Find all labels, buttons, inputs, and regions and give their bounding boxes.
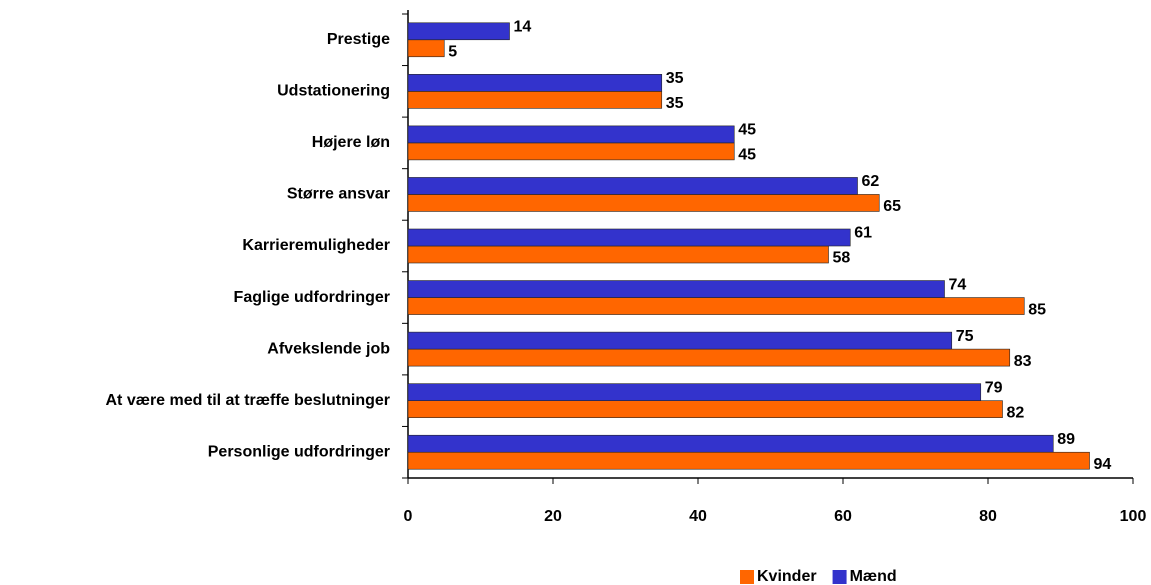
y-tick-label: Faglige udfordringer [234,289,390,306]
y-tick-label: At være med til at træffe beslutninger [106,392,391,409]
data-label: 61 [854,225,872,242]
bar [407,348,1011,367]
data-label: 82 [1007,404,1025,421]
bar [407,400,1003,418]
y-tick-label: Afvekslende job [267,340,390,357]
y-tick-label: Udstationering [277,83,390,100]
bar [407,177,858,195]
bar [407,451,1090,470]
y-tick-label: Personlige udfordringer [208,443,390,460]
x-tick-label: 0 [404,508,413,525]
data-label: 5 [448,43,457,60]
y-tick-label: Prestige [327,31,390,48]
bar [407,297,1025,315]
y-tick-label: Større ansvar [287,186,390,203]
data-label: 35 [666,70,684,87]
data-label: 45 [738,147,756,164]
bar [407,245,829,264]
x-tick-label: 80 [979,508,997,525]
bar [407,39,445,58]
bar [407,194,880,212]
data-label: 58 [833,250,851,267]
legend-swatch [832,570,847,584]
bar [407,280,945,298]
legend-swatch [740,570,754,584]
x-tick-label: 40 [689,508,707,525]
bar [407,22,510,41]
data-label: 74 [949,276,967,293]
data-label: 62 [862,173,880,190]
bar [407,125,735,144]
x-tick-label: 100 [1120,508,1147,525]
bar [407,228,851,247]
data-label: 35 [666,95,684,112]
bar [407,91,663,109]
x-tick-label: 20 [544,508,562,525]
data-label: 65 [883,198,901,215]
data-label: 89 [1057,431,1075,448]
x-tick-label: 60 [834,508,852,525]
bar [407,383,982,401]
data-label: 85 [1028,301,1046,318]
y-tick-label: Karrieremuligheder [242,237,390,254]
data-label: 45 [738,122,756,139]
bar [407,142,735,161]
bar [407,74,663,92]
data-label: 83 [1014,353,1032,370]
bar [407,331,953,350]
data-label: 14 [514,18,532,35]
bar [407,434,1054,453]
data-label: 79 [985,379,1003,396]
legend-label: Kvinder [757,568,817,585]
y-tick-label: Højere løn [312,134,390,151]
data-label: 75 [956,328,974,345]
data-label: 94 [1094,456,1112,473]
legend-label: Mænd [850,568,897,585]
